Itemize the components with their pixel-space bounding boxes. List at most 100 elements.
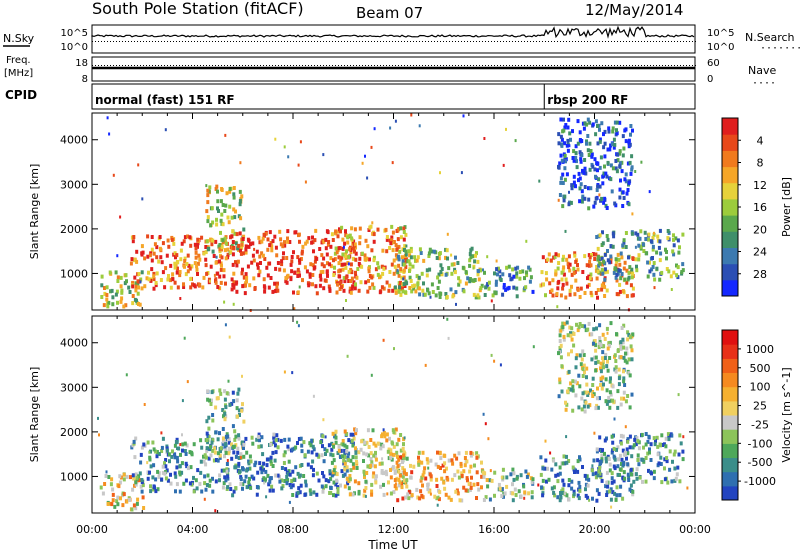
echo-cell bbox=[354, 450, 358, 455]
echo-cell bbox=[203, 474, 207, 479]
echo-cell bbox=[614, 257, 618, 262]
echo-cell bbox=[580, 407, 584, 412]
echo-cell bbox=[618, 149, 622, 154]
echo-cell bbox=[100, 274, 104, 279]
echo-cell bbox=[365, 471, 369, 475]
echo-cell bbox=[477, 277, 481, 282]
echo-cell bbox=[565, 435, 568, 439]
echo-cell bbox=[588, 167, 592, 172]
echo-cell bbox=[224, 478, 228, 483]
echo-cell bbox=[628, 160, 632, 165]
echo-cell bbox=[135, 249, 139, 254]
echo-cell bbox=[263, 289, 267, 294]
nsearch-trace-point bbox=[416, 41, 417, 42]
echo-cell bbox=[505, 475, 509, 480]
echo-cell bbox=[401, 474, 405, 479]
echo-cell bbox=[377, 265, 381, 270]
nave-trace-point bbox=[407, 65, 408, 66]
echo-cell bbox=[394, 486, 398, 491]
echo-cell bbox=[665, 267, 669, 271]
echo-cell bbox=[681, 232, 685, 237]
echo-cell bbox=[272, 440, 276, 445]
echo-cell bbox=[428, 267, 432, 272]
nsearch-trace-point bbox=[320, 41, 321, 42]
echo-cell bbox=[384, 469, 388, 474]
echo-cell bbox=[673, 466, 677, 471]
echo-cell bbox=[240, 271, 244, 276]
echo-cell bbox=[447, 495, 451, 500]
echo-cell bbox=[596, 458, 600, 463]
echo-cell bbox=[232, 280, 236, 285]
nave-trace-point bbox=[389, 65, 390, 66]
echo-cell bbox=[397, 227, 401, 231]
echo-cell bbox=[598, 396, 601, 401]
echo-cell bbox=[370, 492, 374, 497]
nave-trace-point bbox=[302, 65, 303, 66]
echo-cell bbox=[200, 445, 204, 450]
echo-cell bbox=[619, 402, 623, 407]
echo-cell bbox=[403, 436, 406, 440]
nave-trace-point bbox=[554, 65, 555, 66]
echo-cell bbox=[437, 279, 441, 284]
echo-cell bbox=[344, 275, 348, 280]
echo-cell bbox=[587, 197, 591, 202]
echo-cell bbox=[370, 489, 374, 494]
echo-cell bbox=[280, 478, 284, 483]
echo-cell bbox=[524, 469, 528, 474]
echo-cell bbox=[639, 244, 643, 249]
echo-cell bbox=[617, 376, 621, 381]
nave-trace-point bbox=[518, 65, 519, 66]
echo-cell bbox=[409, 249, 413, 254]
echo-cell bbox=[437, 497, 441, 502]
echo-cell bbox=[493, 470, 497, 475]
echo-cell bbox=[396, 454, 399, 459]
echo-cell bbox=[586, 148, 590, 153]
nsearch-trace-point bbox=[602, 41, 603, 42]
echo-cell bbox=[319, 277, 323, 282]
nave-trace-point bbox=[668, 65, 669, 66]
echo-cell bbox=[519, 494, 523, 499]
echo-cell bbox=[241, 251, 245, 256]
echo-cell bbox=[631, 256, 635, 261]
echo-cell bbox=[352, 280, 356, 285]
echo-cell bbox=[558, 377, 562, 382]
echo-cell bbox=[577, 373, 581, 378]
nave-trace-point bbox=[500, 65, 501, 66]
echo-cell bbox=[298, 490, 302, 495]
echo-cell bbox=[410, 289, 414, 294]
echo-cell bbox=[274, 266, 278, 271]
echo-cell bbox=[222, 468, 226, 473]
echo-cell bbox=[573, 251, 577, 256]
echo-cell bbox=[360, 251, 364, 256]
echo-cell bbox=[528, 279, 532, 284]
echo-cell bbox=[146, 254, 150, 259]
colorbar-swatch bbox=[722, 485, 738, 501]
echo-cell bbox=[350, 236, 354, 241]
echo-cell bbox=[618, 187, 622, 192]
echo-cell bbox=[486, 282, 490, 287]
echo-cell bbox=[257, 235, 261, 240]
echo-cell bbox=[215, 184, 219, 189]
nave-trace-point bbox=[572, 65, 573, 66]
echo-cell bbox=[206, 434, 210, 438]
echo-cell bbox=[602, 132, 605, 137]
nave-trace-point bbox=[551, 65, 552, 66]
echo-cell bbox=[122, 304, 126, 309]
echo-cell bbox=[669, 434, 672, 438]
echo-cell bbox=[623, 358, 627, 363]
echo-cell bbox=[623, 476, 627, 481]
echo-cell bbox=[111, 487, 115, 492]
echo-cell bbox=[505, 484, 509, 489]
echo-cell bbox=[230, 215, 234, 220]
echo-cell bbox=[609, 254, 613, 259]
echo-cell bbox=[530, 490, 534, 495]
echo-cell bbox=[670, 288, 673, 291]
echo-cell bbox=[624, 351, 627, 356]
echo-cell bbox=[274, 137, 277, 141]
nsearch-trace-point bbox=[104, 41, 105, 42]
echo-cell bbox=[589, 290, 593, 295]
echo-cell bbox=[582, 404, 586, 409]
echo-cell bbox=[148, 455, 152, 460]
nave-trace-point bbox=[449, 65, 450, 66]
noise-tick-bottom-left: 10^0 bbox=[61, 42, 88, 53]
